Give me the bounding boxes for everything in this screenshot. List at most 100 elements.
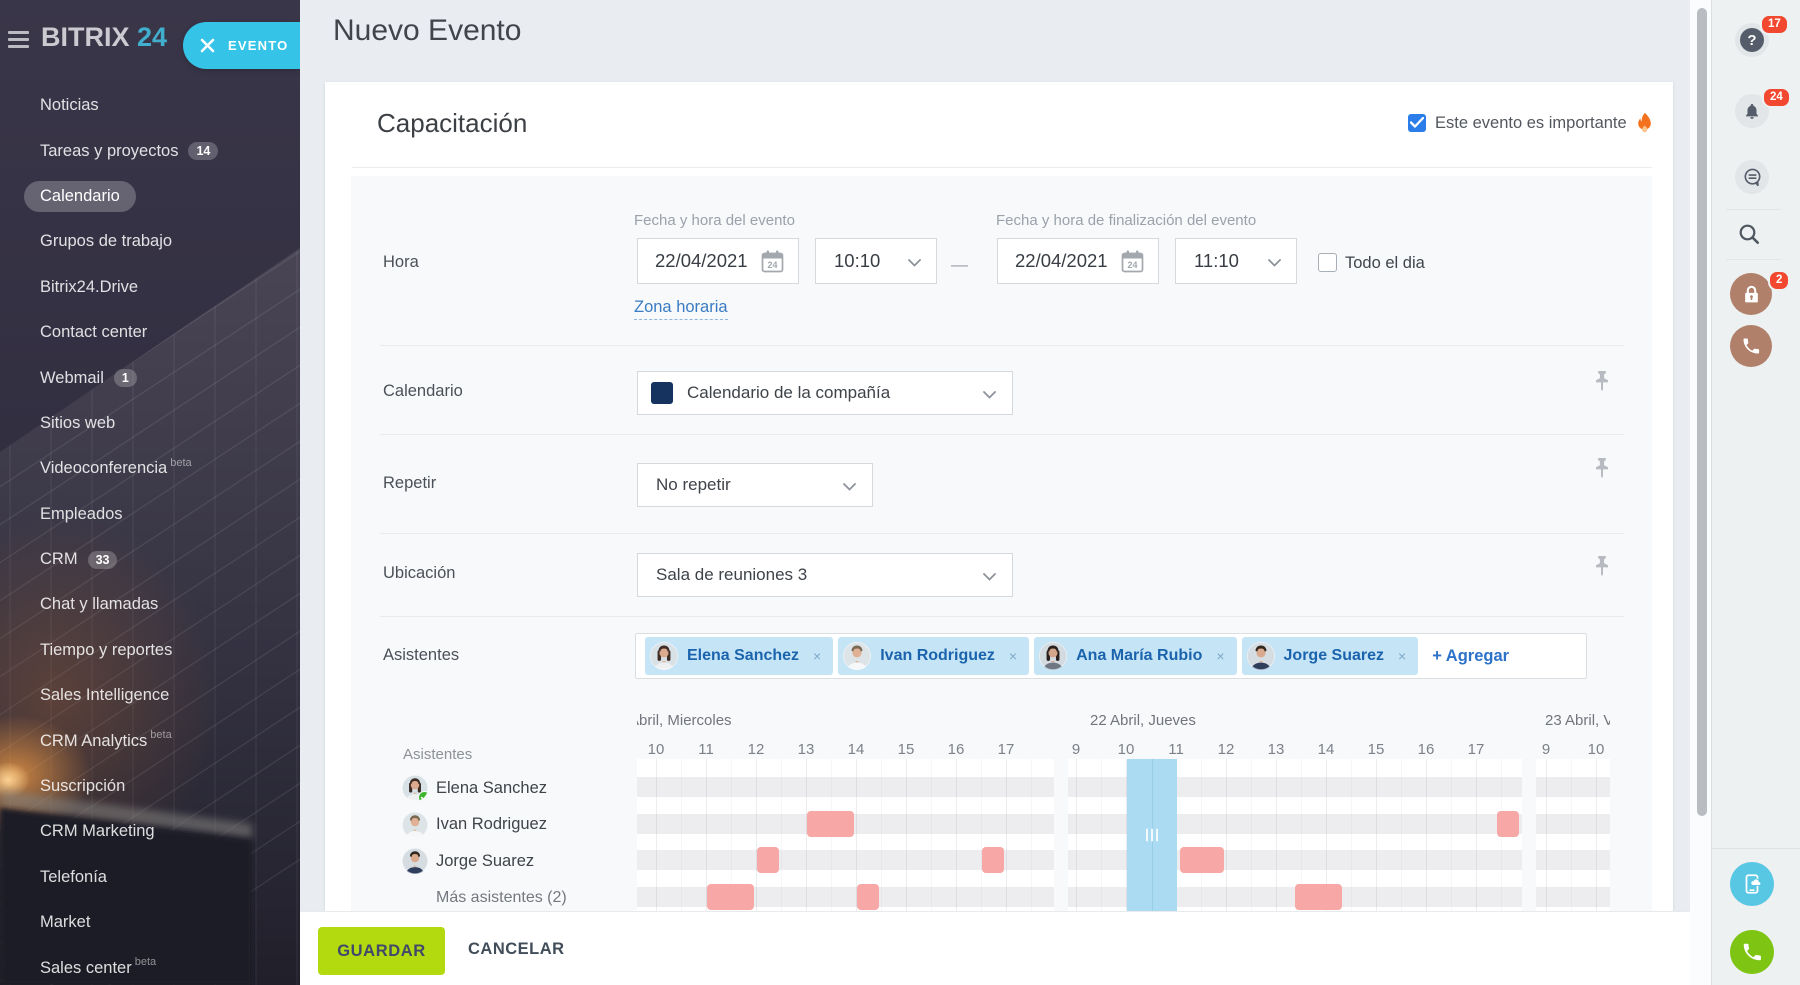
avatar xyxy=(402,775,428,801)
attendee-chip[interactable]: Jorge Suarez × xyxy=(1241,637,1419,675)
phone-icon xyxy=(1743,943,1761,961)
attendee-name: Ivan Rodriguez xyxy=(880,647,995,664)
end-group-label: Fecha y hora de finalización del evento xyxy=(996,212,1257,229)
sidebar-item-label: Sitios web xyxy=(40,413,116,432)
attendee-chip[interactable]: Elena Sanchez × xyxy=(645,637,834,675)
end-date-input[interactable]: 22/04/2021 24 xyxy=(997,238,1159,284)
mobile-app-button[interactable] xyxy=(1730,862,1774,906)
remove-attendee-icon[interactable]: × xyxy=(1216,648,1225,664)
attendee-chip[interactable]: Ivan Rodriguez × xyxy=(838,637,1030,675)
sidebar-item-grupos-de-trabajo[interactable]: Grupos de trabajo xyxy=(0,219,300,264)
add-attendee-link[interactable]: + Agregar xyxy=(1432,646,1510,665)
menu-toggle-icon[interactable] xyxy=(8,31,29,49)
sidebar-item-noticias[interactable]: Noticias xyxy=(0,83,300,128)
scrollbar-thumb[interactable] xyxy=(1697,8,1707,816)
event-name-field[interactable]: Capacitación xyxy=(377,108,528,138)
remove-attendee-icon[interactable]: × xyxy=(813,648,822,664)
chevron-down-icon xyxy=(843,483,856,491)
sidebar-item-chat-y-llamadas[interactable]: Chat y llamadas xyxy=(0,582,300,627)
messenger-button[interactable] xyxy=(1735,160,1769,194)
start-group-label: Fecha y hora del evento xyxy=(634,212,795,229)
sidebar-item-label: Empleados xyxy=(40,504,123,523)
start-date-input[interactable]: 22/04/2021 24 xyxy=(637,238,799,284)
sidebar-item-calendario[interactable]: Calendario xyxy=(0,174,300,219)
attendees-input[interactable]: Elena Sanchez × Ivan Rodriguez × Ana María… xyxy=(635,633,1587,679)
sidebar-item-sales-center[interactable]: Sales center beta xyxy=(0,945,300,985)
phone-icon xyxy=(1743,338,1760,354)
planner-hour-label: 9 xyxy=(1541,741,1551,758)
search-button[interactable] xyxy=(1738,223,1761,251)
calendar-color-swatch xyxy=(651,382,673,404)
sidebar-item-contact-center[interactable]: Contact center xyxy=(0,310,300,355)
repeat-select[interactable]: No repetir xyxy=(637,463,873,507)
rail-divider xyxy=(1726,259,1781,260)
telephony-button[interactable] xyxy=(1730,930,1774,974)
drag-handle[interactable] xyxy=(1146,828,1158,842)
sidebar-item-sales-intelligence[interactable]: Sales Intelligence xyxy=(0,673,300,718)
attendee-chip[interactable]: Ana María Rubio × xyxy=(1034,637,1237,675)
important-checkbox-row[interactable]: Este evento es importante xyxy=(1408,113,1653,133)
remove-attendee-icon[interactable]: × xyxy=(1398,648,1407,664)
sidebar-item-suscripci-n[interactable]: Suscripción xyxy=(0,764,300,809)
planner-day-label: 21 Abril, Miercoles xyxy=(637,712,732,729)
counter-badge: 33 xyxy=(87,550,118,569)
cancel-button[interactable]: CANCELAR xyxy=(468,940,565,958)
end-time-input[interactable]: 11:10 xyxy=(1175,238,1297,284)
save-button[interactable]: GUARDAR xyxy=(318,927,445,975)
sidebar-item-sitios-web[interactable]: Sitios web xyxy=(0,401,300,446)
create-event-button[interactable]: EVENTO xyxy=(183,22,300,69)
location-select[interactable]: Sala de reuniones 3 xyxy=(637,553,1013,597)
planner-hour-label: 10 xyxy=(1117,741,1135,758)
pin-icon[interactable] xyxy=(1595,555,1609,577)
sidebar-item-label: Webmail xyxy=(40,368,104,387)
time-row-label: Hora xyxy=(383,253,419,271)
planner-hour-label: 15 xyxy=(897,741,915,758)
sidebar-item-crm-analytics[interactable]: CRM Analytics beta xyxy=(0,718,300,763)
sidebar-item-label: Calendario xyxy=(24,180,136,212)
bitrix-logo[interactable]: BITRIX 24 xyxy=(41,22,168,52)
planner-hour-label: 14 xyxy=(847,741,865,758)
sidebar-item-empleados[interactable]: Empleados xyxy=(0,492,300,537)
chevron-down-icon xyxy=(908,259,921,267)
sidebar-item-telefon-a[interactable]: Telefonía xyxy=(0,855,300,900)
title-divider xyxy=(352,167,1652,168)
pin-icon[interactable] xyxy=(1595,457,1609,479)
important-checkbox[interactable] xyxy=(1408,114,1426,132)
sidebar-item-crm[interactable]: CRM 33 xyxy=(0,537,300,582)
all-day-checkbox[interactable] xyxy=(1318,253,1337,272)
sidebar-item-tiempo-y-reportes[interactable]: Tiempo y reportes xyxy=(0,628,300,673)
right-toolbar: ? 17 24 2 xyxy=(1711,0,1800,985)
availability-planner[interactable]: 21 Abril, Miercoles 9 10 11 12 13 14 15 16 17 22 A… xyxy=(637,700,1610,911)
selected-time-range[interactable] xyxy=(1127,759,1177,911)
time-range-separator: — xyxy=(951,255,968,274)
sidebar-background-photo xyxy=(0,0,300,985)
sidebar-item-tareas-y-proyectos[interactable]: Tareas y proyectos 14 xyxy=(0,128,300,173)
pin-icon[interactable] xyxy=(1595,370,1609,392)
sidebar-item-crm-marketing[interactable]: CRM Marketing xyxy=(0,809,300,854)
timezone-link[interactable]: Zona horaria xyxy=(634,298,728,320)
remove-attendee-icon[interactable]: × xyxy=(1008,648,1018,664)
sidebar-item-label: CRM xyxy=(40,550,78,569)
notifications-badge: 24 xyxy=(1762,87,1791,108)
event-form-card: Capacitación Este evento es importante H… xyxy=(325,82,1673,985)
sidebar-item-bitrix24-drive[interactable]: Bitrix24.Drive xyxy=(0,265,300,310)
sidebar: BITRIX 24 EVENTO Noticias Tareas y proyec… xyxy=(0,0,300,985)
sidebar-item-webmail[interactable]: Webmail 1 xyxy=(0,355,300,400)
important-label: Este evento es importante xyxy=(1435,113,1627,132)
sidebar-item-videoconferencia[interactable]: Videoconferencia beta xyxy=(0,446,300,491)
sidebar-item-label: Market xyxy=(40,913,91,932)
planner-day-column[interactable] xyxy=(1536,759,1610,911)
planner-attendee-row: Más asistentes (2) xyxy=(402,884,567,912)
row-divider xyxy=(380,345,1624,346)
calendar-select[interactable]: Calendario de la compañía xyxy=(637,371,1013,415)
sidebar-item-label: Videoconferencia xyxy=(40,459,168,478)
chevron-down-icon xyxy=(983,391,996,399)
sidebar-item-market[interactable]: Market xyxy=(0,900,300,945)
beta-tag: beta xyxy=(170,456,192,469)
chat-icon xyxy=(1743,168,1761,186)
private-chat-button[interactable] xyxy=(1730,273,1772,315)
calls-button[interactable] xyxy=(1730,325,1772,367)
repeat-row-label: Repetir xyxy=(383,474,437,492)
start-time-input[interactable]: 10:10 xyxy=(815,238,937,284)
busy-slot xyxy=(757,847,779,873)
